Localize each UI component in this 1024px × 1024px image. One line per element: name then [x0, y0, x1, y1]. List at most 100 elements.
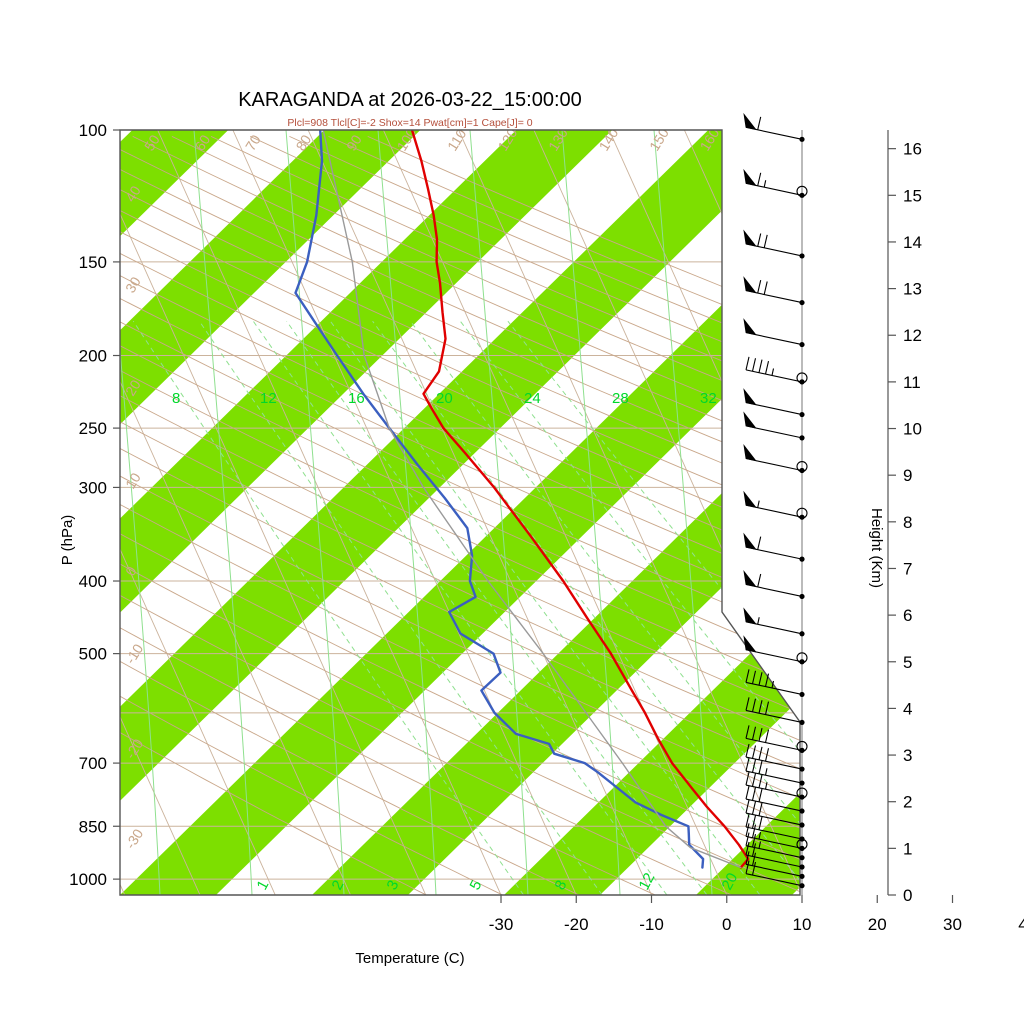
level-dot	[799, 780, 805, 786]
wind-barb	[743, 388, 803, 416]
height-tick-label: 11	[903, 373, 921, 392]
height-tick-label: 9	[903, 466, 912, 485]
mixing-ratio-label: 12	[636, 870, 659, 893]
level-dot	[799, 822, 805, 828]
wind-barb	[743, 318, 803, 346]
mixing-ratio-label: 32	[700, 390, 717, 407]
pressure-tick-label: 700	[79, 754, 107, 773]
wind-barb	[745, 669, 803, 695]
wind-barb	[745, 785, 803, 812]
pressure-tick-label: 400	[79, 572, 107, 591]
level-dot	[799, 836, 805, 842]
wind-barb	[743, 607, 803, 635]
temperature-tick-label: 20	[868, 915, 887, 934]
pressure-tick-label: 500	[79, 645, 107, 664]
indices-subtitle: Plcl=908 Tlcl[C]=-2 Shox=14 Pwat[cm]=1 C…	[287, 117, 532, 129]
pressure-tick-label: 1000	[69, 870, 107, 889]
level-dot	[799, 766, 805, 772]
wind-barb	[745, 799, 803, 826]
temperature-tick-label: 30	[943, 915, 962, 934]
height-tick-label: 16	[903, 140, 922, 159]
wind-barb	[743, 168, 803, 196]
height-tick-label: 4	[903, 699, 912, 718]
profile-dewpoint	[294, 130, 705, 869]
km-level-circle	[796, 372, 808, 384]
wind-barb	[745, 725, 803, 751]
height-tick-label: 3	[903, 746, 912, 765]
wind-barb	[745, 743, 803, 770]
pressure-tick-label: 850	[79, 817, 107, 836]
mixing-ratio-label: 12	[260, 390, 277, 407]
km-level-circle	[796, 185, 808, 197]
height-tick-label: 14	[903, 233, 922, 252]
dry-adiabat-label: 90	[343, 132, 365, 154]
temperature-tick-label: 40	[1018, 915, 1024, 934]
level-dot	[799, 593, 805, 600]
temperature-tick-label: 0	[722, 915, 731, 934]
dry-adiabat-label: 50	[141, 132, 163, 154]
wind-barb	[745, 757, 803, 784]
dry-adiabat-label: 70	[242, 132, 264, 154]
wind-barb	[745, 813, 803, 840]
isobar-gridlines	[120, 130, 800, 880]
wind-barb	[745, 851, 803, 877]
dry-adiabat-label: 20	[122, 377, 144, 399]
level-dot	[799, 467, 805, 474]
wind-barb	[745, 771, 803, 798]
temperature-tick-label: 10	[793, 915, 812, 934]
x-axis-label: Temperature (C)	[355, 950, 464, 967]
sounding-profiles	[294, 130, 750, 869]
dry-adiabat-label: 10	[122, 470, 144, 492]
level-dot	[799, 794, 805, 800]
height-tick-label: 13	[903, 280, 922, 299]
dry-adiabat-label: 60	[191, 132, 213, 154]
level-dot	[799, 691, 805, 698]
km-level-circle	[796, 787, 808, 799]
level-dot	[799, 379, 805, 385]
pressure-tick-label: 100	[79, 121, 107, 140]
temperature-tick-label: -30	[489, 915, 514, 934]
y-axis-label: P (hPa)	[59, 515, 76, 566]
level-dot	[799, 873, 805, 879]
wind-barb	[745, 697, 803, 723]
wind-barb	[745, 356, 803, 383]
level-dot	[799, 747, 805, 753]
level-dot	[799, 192, 805, 198]
level-dot	[799, 659, 805, 665]
level-dot	[799, 299, 805, 306]
mixing-ratio-label: 24	[524, 390, 541, 407]
pressure-tick-label: 150	[79, 253, 107, 272]
height-tick-label: 10	[903, 420, 922, 439]
wind-barb	[743, 635, 803, 663]
level-dot	[799, 808, 805, 814]
km-level-circle	[796, 740, 808, 752]
level-dot	[799, 253, 805, 259]
wind-barb	[743, 490, 803, 518]
wind-barb	[743, 532, 803, 560]
wind-barb	[745, 860, 803, 887]
level-dot	[799, 864, 805, 870]
mixing-ratio-labels: 8 12 16 20 24 28 321 2 3 5 8 12 20	[172, 390, 741, 893]
temperature-tick-label: -20	[564, 915, 589, 934]
level-dot	[799, 435, 805, 441]
height-tick-label: 5	[903, 653, 912, 672]
level-dot	[799, 136, 805, 142]
height-tick-label: 1	[903, 839, 912, 858]
km-level-circle	[796, 652, 808, 664]
wind-barb	[743, 570, 803, 598]
dry-adiabat-label: 40	[122, 183, 144, 205]
dry-adiabat-label: 30	[122, 274, 144, 296]
wind-barb	[743, 444, 803, 472]
wind-barb	[743, 411, 803, 439]
height-tick-label: 15	[903, 186, 922, 205]
y2-axis-label: Height (Km)	[868, 508, 885, 588]
wind-barb-column	[743, 112, 803, 887]
pressure-tick-label: 300	[79, 478, 107, 497]
height-tick-label: 2	[903, 793, 912, 812]
height-tick-label: 0	[903, 886, 912, 905]
mixing-ratio-label: 28	[612, 390, 629, 407]
level-dot	[799, 556, 805, 562]
